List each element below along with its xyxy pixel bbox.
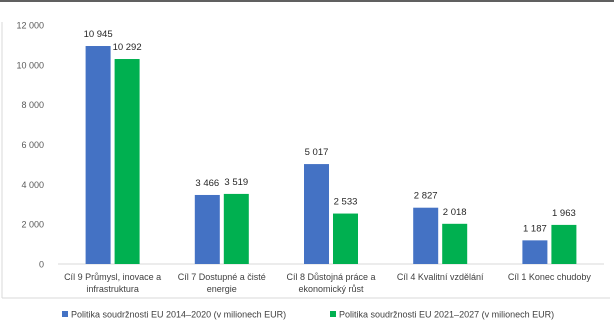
- x-tick-label: Cíl 9 Průmysl, inovace a: [64, 272, 161, 282]
- legend-swatch-2: [330, 311, 336, 317]
- y-axis: 0 2 000 4 000 6 000 8 000 10 000 12 000: [16, 21, 44, 270]
- legend-label-1: Politika soudržnosti EU 2014–2020 (v mil…: [71, 310, 286, 320]
- data-label: 2 018: [443, 207, 467, 218]
- bar-series-1-cat-4: [413, 207, 439, 264]
- x-tick-label: Cíl 4 Kvalitní vzdělání: [397, 272, 484, 282]
- y-tick-label: 0: [39, 260, 44, 270]
- data-label: 5 017: [305, 147, 329, 158]
- legend-swatch-1: [62, 311, 68, 317]
- bar-series-2-cat-5: [551, 224, 577, 264]
- x-tick-label: Cíl 7 Dostupné a čisté: [178, 272, 266, 282]
- data-label: 1 963: [552, 208, 576, 219]
- data-label: 2 827: [414, 191, 438, 202]
- y-tick-label: 6 000: [21, 140, 44, 150]
- data-label: 2 533: [334, 197, 358, 208]
- x-tick-label: ekonomický růst: [298, 284, 364, 294]
- bar-series-2-cat-2: [223, 193, 249, 264]
- bar-series-1-cat-3: [304, 164, 329, 264]
- bar-series-2-cat-4: [442, 223, 468, 264]
- x-tick-label: Cíl 8 Důstojná práce a: [286, 272, 375, 282]
- data-label: 1 187: [523, 223, 547, 234]
- data-label: 10 945: [84, 29, 113, 40]
- bar-series-1-cat-1: [85, 46, 111, 264]
- x-tick-label: Cíl 1 Konec chudoby: [508, 272, 592, 282]
- x-tick-label: infrastruktura: [86, 284, 139, 294]
- y-tick-label: 4 000: [21, 180, 44, 190]
- legend: Politika soudržnosti EU 2014–2020 (v mil…: [62, 310, 554, 320]
- data-label: 3 519: [224, 177, 248, 188]
- x-tick-label: energie: [207, 284, 237, 294]
- bar-series-1-cat-2: [194, 194, 220, 264]
- y-tick-label: 10 000: [16, 60, 44, 70]
- bar-series-2-cat-1: [114, 59, 140, 264]
- y-tick-label: 12 000: [16, 21, 44, 31]
- y-tick-label: 8 000: [21, 100, 44, 110]
- legend-label-2: Politika soudržnosti EU 2021–2027 (v mil…: [339, 310, 554, 320]
- data-label: 3 466: [195, 178, 219, 189]
- bar-series-2-cat-3: [333, 213, 358, 264]
- x-axis: Cíl 9 Průmysl, inovace a infrastruktura Cí…: [64, 272, 591, 294]
- bar-series-1-cat-5: [522, 240, 548, 264]
- data-label: 10 292: [113, 42, 142, 53]
- y-tick-label: 2 000: [21, 220, 44, 230]
